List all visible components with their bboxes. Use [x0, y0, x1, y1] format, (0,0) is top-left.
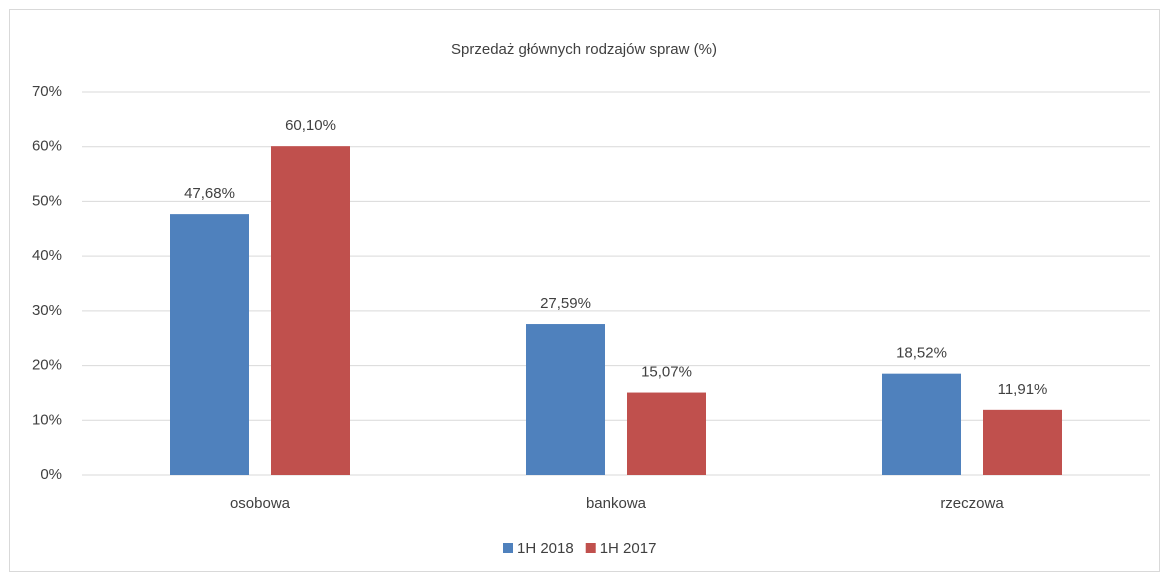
- data-label: 47,68%: [184, 185, 235, 202]
- x-tick-label: rzeczowa: [940, 495, 1004, 512]
- data-label: 15,07%: [641, 364, 692, 381]
- bar: [271, 146, 350, 475]
- y-tick-label: 20%: [32, 357, 62, 374]
- y-tick-label: 10%: [32, 411, 62, 428]
- bar: [170, 214, 249, 475]
- data-label: 11,91%: [998, 381, 1048, 398]
- data-label: 18,52%: [896, 345, 947, 362]
- legend-swatch: [503, 543, 513, 553]
- bar: [882, 373, 961, 475]
- x-tick-label: bankowa: [586, 495, 647, 512]
- y-tick-label: 70%: [32, 83, 62, 100]
- x-tick-label: osobowa: [230, 495, 291, 512]
- data-label: 27,59%: [540, 295, 591, 312]
- y-tick-label: 40%: [32, 247, 62, 264]
- chart-title: Sprzedaż głównych rodzajów spraw (%): [451, 41, 717, 58]
- bar: [627, 392, 706, 475]
- legend-label: 1H 2018: [517, 540, 574, 557]
- y-tick-label: 60%: [32, 138, 62, 155]
- legend-label: 1H 2017: [600, 540, 657, 557]
- legend-swatch: [585, 543, 596, 553]
- y-tick-label: 30%: [32, 302, 62, 319]
- bar: [526, 324, 605, 475]
- y-tick-label: 50%: [32, 192, 62, 209]
- bar: [983, 409, 1062, 475]
- data-label: 60,10%: [285, 117, 336, 134]
- y-tick-label: 0%: [40, 466, 62, 483]
